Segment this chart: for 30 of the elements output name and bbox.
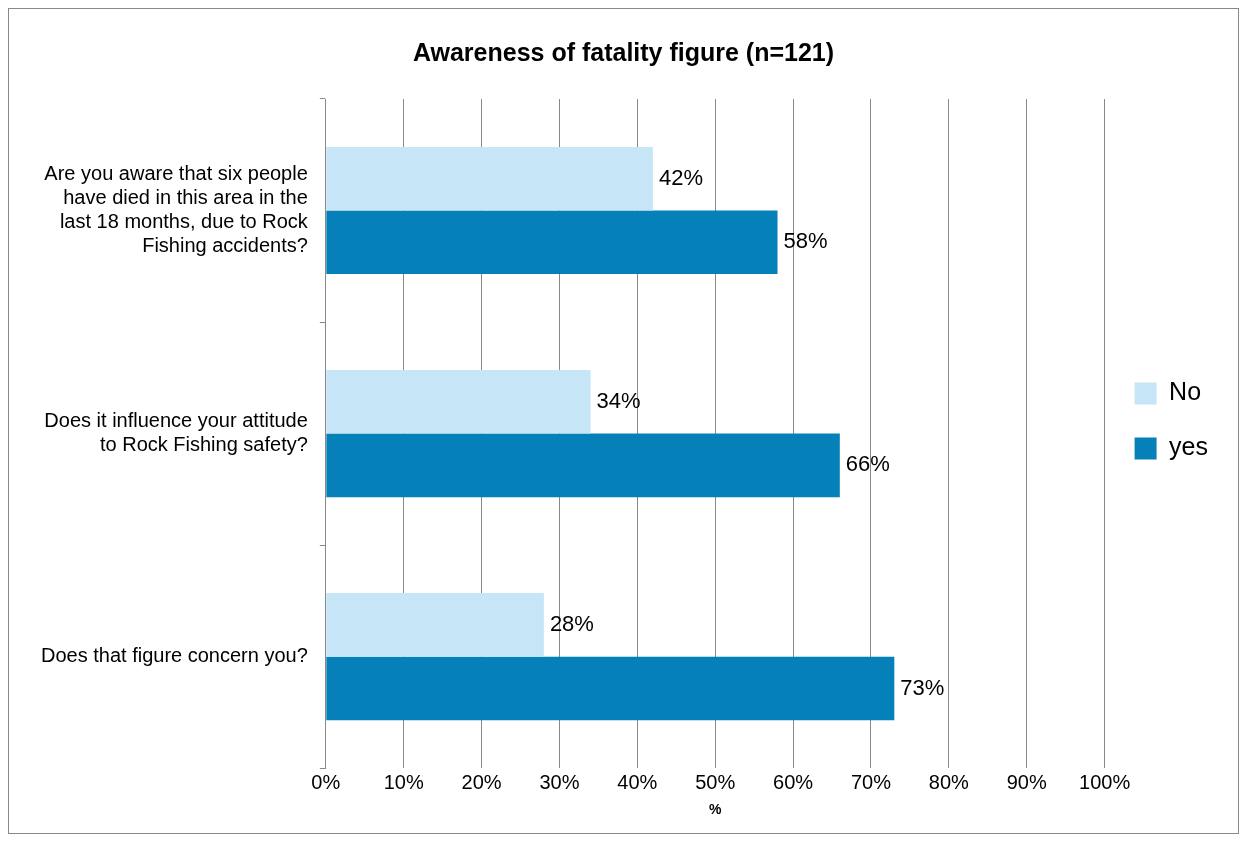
x-tick-label: 30% <box>539 770 580 793</box>
bar <box>326 433 840 498</box>
x-tick-label: 70% <box>850 770 892 793</box>
legend-label: yes <box>1169 432 1208 461</box>
x-tick-label: 50% <box>695 770 736 793</box>
bar <box>326 146 653 211</box>
x-tick-label: 100% <box>1079 770 1131 793</box>
x-tick-label: 90% <box>1006 770 1047 793</box>
bar <box>326 593 544 657</box>
bar <box>326 656 895 721</box>
data-label: 34% <box>596 387 641 413</box>
data-label: 42% <box>658 164 703 190</box>
x-tick-label: 20% <box>461 770 502 793</box>
chart-title: Awareness of fatality figure (n=121) <box>412 37 835 66</box>
x-tick-label: 10% <box>383 770 424 793</box>
x-tick-label: 80% <box>928 770 970 793</box>
data-label: 58% <box>783 228 828 254</box>
x-tick-label: 0% <box>311 770 341 793</box>
y-tick-label: Does it influence your attitude to Rock Fishing safety? <box>44 409 308 456</box>
x-tick-label: 40% <box>617 770 658 793</box>
legend-label: No <box>1169 377 1202 406</box>
data-label: 66% <box>845 451 890 477</box>
data-label: 73% <box>900 674 945 700</box>
x-tick-label: 60% <box>773 770 814 793</box>
y-tick-label: Are you aware that six people have died in this area in the last 18 months, due to Rock Fishing accidents? <box>44 162 309 257</box>
y-tick-label: Does that figure concern you? <box>41 644 308 667</box>
x-axis-title: % <box>708 801 722 818</box>
bar <box>326 210 778 275</box>
data-label: 28% <box>549 610 594 636</box>
bar <box>326 370 591 434</box>
